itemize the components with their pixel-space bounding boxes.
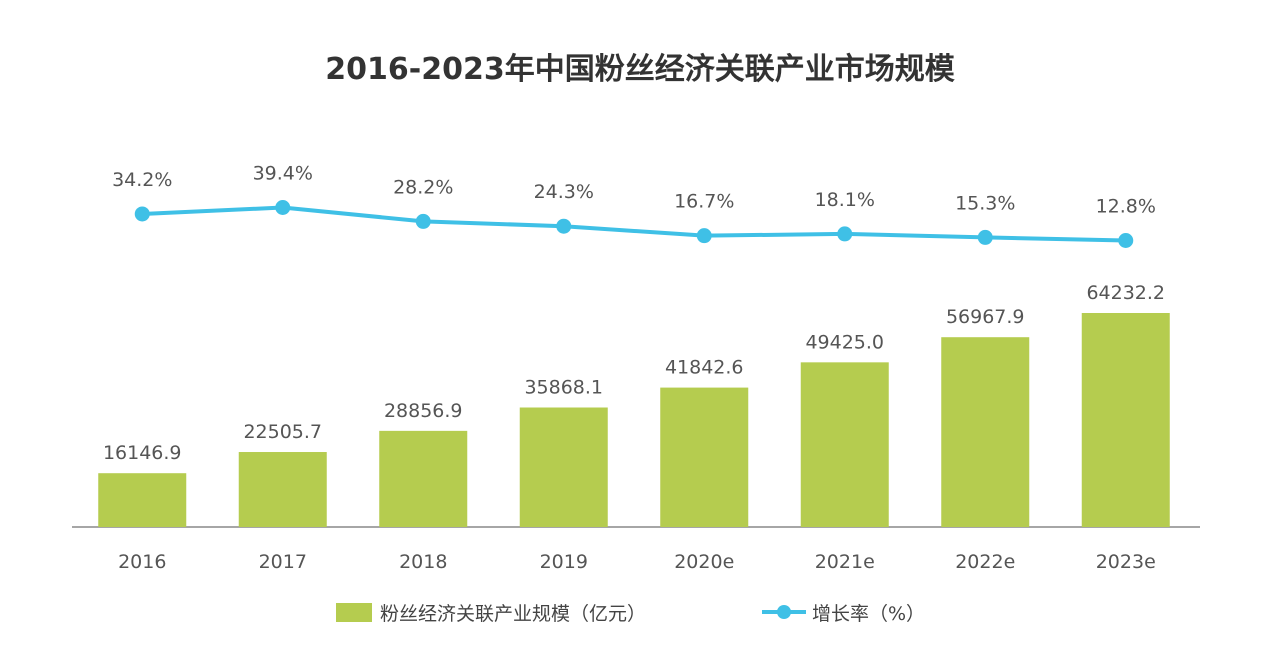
growth-line: [142, 205, 1126, 243]
legend-line-marker: [777, 605, 791, 619]
growth-point-2017: [275, 200, 291, 215]
x-tick-label-2023e: 2023e: [1096, 551, 1156, 573]
chart-title: 2016-2023年中国粉丝经济关联产业市场规模: [325, 52, 955, 87]
legend-bar-swatch: [336, 603, 372, 622]
bar-value-labels: 16146.9 22505.7 28856.9 35868.1 41842.6 49425…: [103, 282, 1165, 464]
legend: 粉丝经济关联产业规模（亿元） 增长率（%）: [336, 603, 925, 625]
bar-value-label-2017: 22505.7: [243, 421, 322, 443]
growth-value-label-2020e: 16.7%: [674, 191, 734, 213]
growth-value-label-2022e: 15.3%: [955, 192, 1015, 214]
bar-value-label-2023e: 64232.2: [1086, 282, 1165, 304]
growth-point-2021e: [837, 226, 853, 242]
bar-2018: [379, 430, 468, 527]
bar-value-label-2021e: 49425.0: [805, 331, 884, 353]
legend-bar-label: 粉丝经济关联产业规模（亿元）: [380, 603, 646, 625]
bar-2023e: [1081, 313, 1170, 527]
x-tick-label-2020e: 2020e: [674, 551, 734, 573]
x-tick-label-2021e: 2021e: [815, 551, 875, 573]
bar-value-label-2016: 16146.9: [103, 442, 182, 464]
x-tick-label-2017: 2017: [259, 551, 307, 573]
growth-point-2019: [556, 218, 572, 234]
x-tick-label-2016: 2016: [118, 551, 166, 573]
growth-value-label-2023e: 12.8%: [1096, 196, 1156, 218]
legend-line-label: 增长率（%）: [812, 603, 925, 625]
growth-value-label-2019: 24.3%: [534, 181, 594, 203]
growth-point-2022e: [977, 229, 993, 245]
growth-value-label-2018: 28.2%: [393, 176, 453, 198]
x-tick-labels: 2016 2017 2018 2019 2020e 2021e 2022e 2023e: [118, 551, 1156, 573]
growth-point-2018: [415, 213, 431, 229]
growth-value-label-2016: 34.2%: [112, 169, 172, 191]
growth-point-2020e: [696, 228, 712, 244]
growth-value-label-2021e: 18.1%: [815, 189, 875, 211]
x-tick-label-2018: 2018: [399, 551, 447, 573]
bar-value-label-2022e: 56967.9: [946, 306, 1025, 328]
bar-2021e: [800, 362, 889, 527]
bar-2017: [238, 452, 327, 527]
bar-2022e: [941, 337, 1030, 527]
growth-value-label-2017: 39.4%: [253, 163, 313, 185]
bar-2020e: [660, 387, 749, 527]
bar-value-label-2020e: 41842.6: [665, 357, 744, 379]
bar-value-label-2018: 28856.9: [384, 400, 463, 422]
growth-value-labels: 34.2% 39.4% 28.2% 24.3% 16.7% 18.1% 15.3% 12.8%: [112, 163, 1156, 218]
bar-series: [98, 313, 1170, 527]
growth-line-series: [134, 200, 1134, 248]
bar-2016: [98, 473, 187, 527]
growth-point-2016: [134, 206, 150, 222]
x-tick-label-2022e: 2022e: [955, 551, 1015, 573]
growth-point-2023e: [1118, 233, 1134, 248]
x-tick-label-2019: 2019: [540, 551, 588, 573]
bar-2019: [519, 407, 608, 527]
bar-value-label-2019: 35868.1: [524, 376, 603, 398]
